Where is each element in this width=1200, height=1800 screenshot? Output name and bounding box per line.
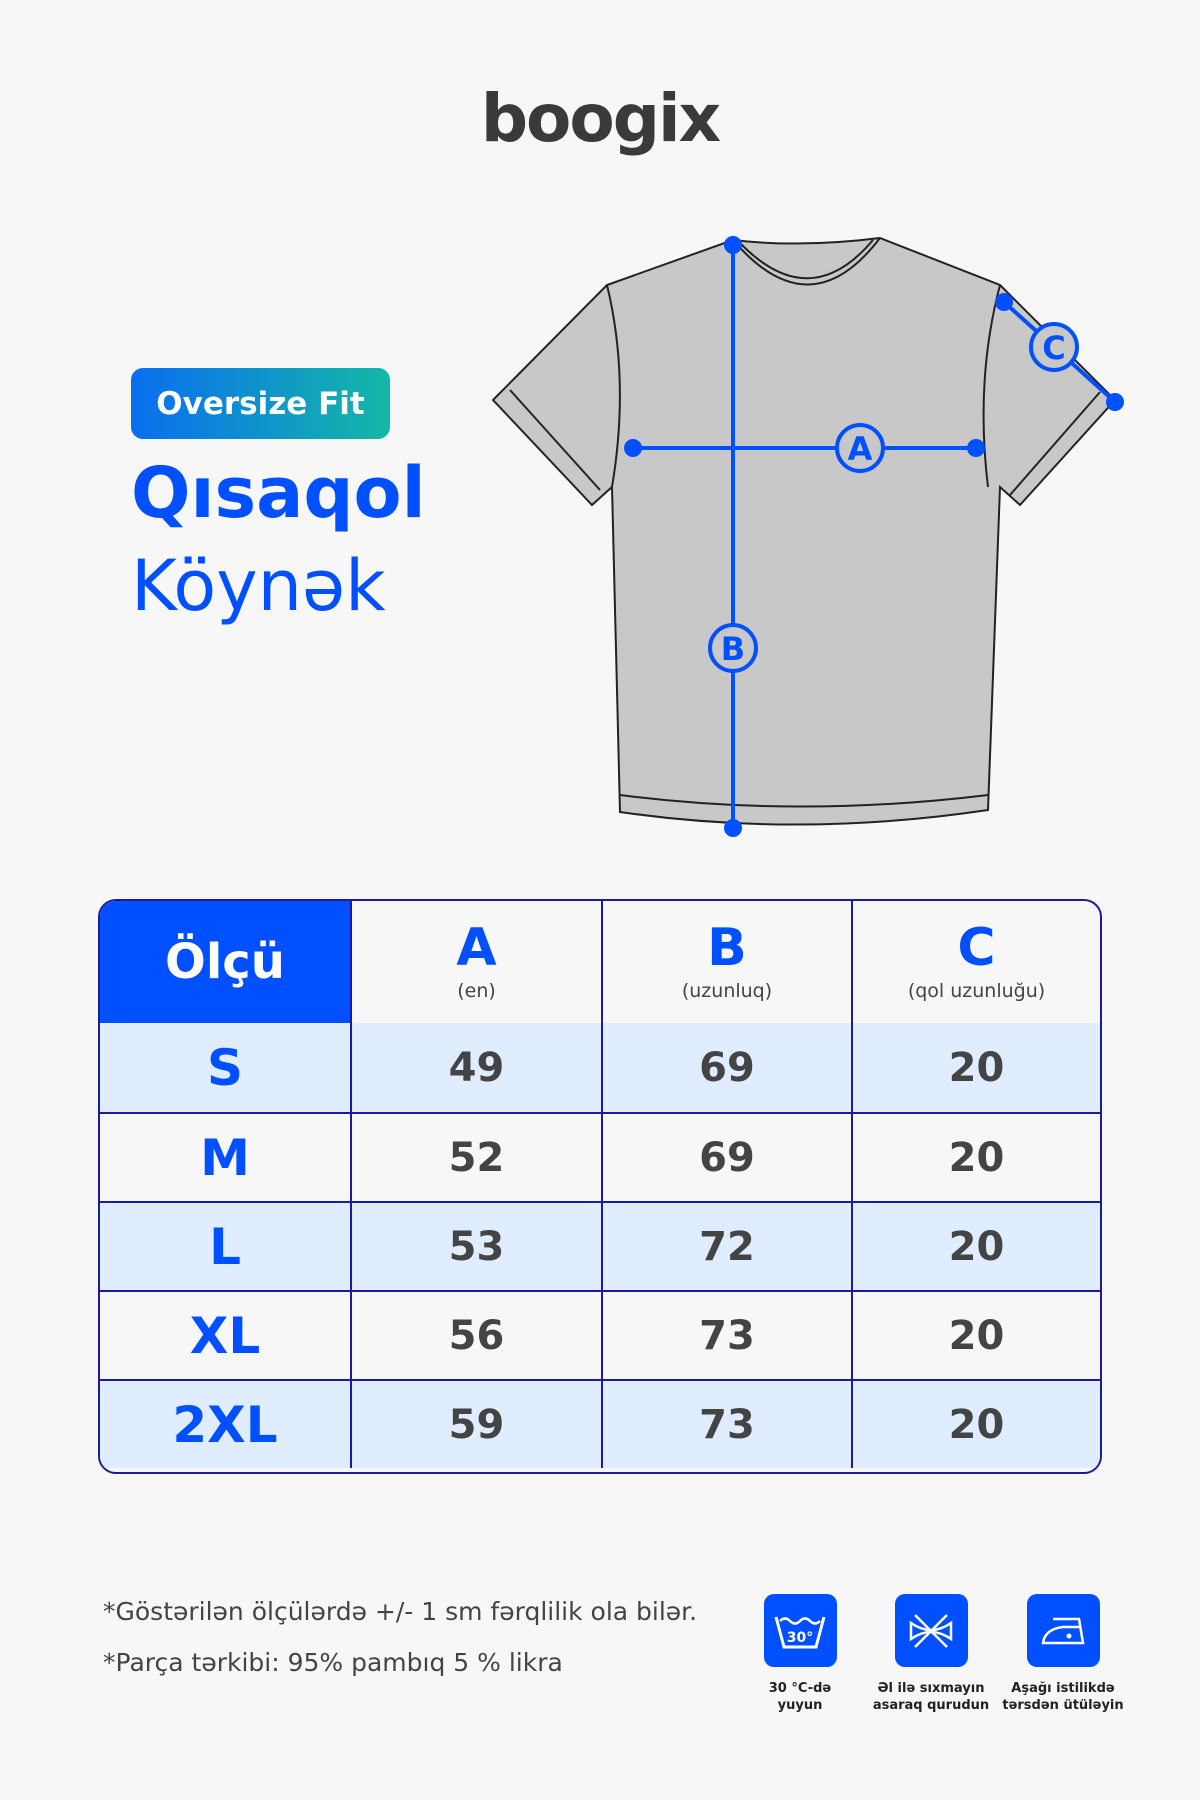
column-letter: A <box>456 918 497 978</box>
a-cell: 53 <box>350 1203 601 1290</box>
a-cell: 49 <box>350 1023 601 1112</box>
b-cell-value: 72 <box>699 1223 755 1270</box>
label-a: A <box>848 430 873 468</box>
care-label: asaraq qurudun <box>872 1697 990 1713</box>
fit-badge: Oversize Fit <box>131 368 390 439</box>
care-wash: 30° 30 °C-də yuyun <box>735 1594 865 1715</box>
size-cell-value: XL <box>189 1306 261 1365</box>
size-header: Ölçü <box>100 901 350 1023</box>
b-cell-value: 73 <box>699 1401 755 1448</box>
column-c-header: C (qol uzunluğu) <box>851 901 1100 1023</box>
no-wring-icon <box>894 1594 968 1667</box>
table-row: M 52 69 20 <box>100 1112 1100 1201</box>
care-label: tərsdən ütüləyin <box>1002 1697 1124 1713</box>
tshirt-body <box>491 236 1117 826</box>
column-sub: (en) <box>457 980 496 1002</box>
size-cell: S <box>100 1023 350 1112</box>
tshirt-diagram: A B C <box>491 236 1124 837</box>
product-title-line2: Köynək <box>131 545 386 627</box>
care-label: yuyun <box>777 1697 823 1713</box>
table-row: XL 56 73 20 <box>100 1290 1100 1379</box>
size-cell-value: L <box>209 1217 241 1276</box>
column-sub: (uzunluq) <box>681 980 773 1002</box>
c-cell: 20 <box>851 1114 1100 1201</box>
column-letter: C <box>957 918 996 978</box>
note-tolerance: *Göstərilən ölçülərdə +/- 1 sm fərqlilik… <box>103 1597 698 1626</box>
b-cell: 73 <box>601 1292 851 1379</box>
table-header: Ölçü A (en) B (uzunluq) C (qol uzunluğu) <box>100 901 1100 1023</box>
table-row: S 49 69 20 <box>100 1023 1100 1112</box>
column-sub: (qol uzunluğu) <box>907 980 1046 1002</box>
wash-30-icon: 30° <box>763 1594 837 1667</box>
column-a-header: A (en) <box>350 901 601 1023</box>
c-cell-value: 20 <box>948 1223 1005 1270</box>
care-label: Aşağı istilikdə <box>1011 1681 1115 1696</box>
size-cell: M <box>100 1114 350 1201</box>
table-row: L 53 72 20 <box>100 1201 1100 1290</box>
column-b-header: B (uzunluq) <box>601 901 851 1023</box>
care-wring: Əl ilə sıxmayın asaraq qurudun <box>866 1594 996 1715</box>
wash-temp: 30° <box>787 1630 813 1646</box>
c-cell-value: 20 <box>948 1134 1005 1181</box>
c-cell: 20 <box>851 1381 1100 1468</box>
brand-logo: boogix <box>480 80 721 157</box>
a-cell: 56 <box>350 1292 601 1379</box>
size-cell-value: S <box>206 1038 243 1097</box>
size-cell: XL <box>100 1292 350 1379</box>
b-cell: 69 <box>601 1023 851 1112</box>
column-letter: B <box>707 918 747 978</box>
label-b: B <box>721 630 745 668</box>
b-cell: 69 <box>601 1114 851 1201</box>
product-title-line1: Qısaqol <box>131 452 426 534</box>
care-iron: Aşağı istilikdə tərsdən ütüləyin <box>998 1594 1128 1715</box>
label-c: C <box>1042 329 1065 367</box>
b-cell-value: 73 <box>699 1312 755 1359</box>
c-cell-value: 20 <box>948 1312 1005 1359</box>
c-cell-value: 20 <box>948 1044 1005 1091</box>
note-fabric: *Parça tərkibi: 95% pambıq 5 % likra <box>103 1648 563 1677</box>
size-cell: L <box>100 1203 350 1290</box>
a-cell: 59 <box>350 1381 601 1468</box>
c-cell: 20 <box>851 1292 1100 1379</box>
a-cell-value: 56 <box>448 1312 505 1359</box>
size-cell-value: 2XL <box>172 1395 278 1454</box>
a-cell-value: 52 <box>448 1134 505 1181</box>
c-cell: 20 <box>851 1023 1100 1112</box>
size-cell: 2XL <box>100 1381 350 1468</box>
care-label: 30 °C-də <box>768 1681 832 1696</box>
b-cell-value: 69 <box>699 1134 755 1181</box>
size-cell-value: M <box>200 1128 250 1187</box>
c-cell: 20 <box>851 1203 1100 1290</box>
iron-low-icon <box>1026 1594 1100 1667</box>
a-cell: 52 <box>350 1114 601 1201</box>
c-cell-value: 20 <box>948 1401 1005 1448</box>
b-cell-value: 69 <box>699 1044 755 1091</box>
care-label: Əl ilə sıxmayın <box>877 1681 985 1696</box>
a-cell-value: 53 <box>448 1223 505 1270</box>
a-cell-value: 49 <box>448 1044 505 1091</box>
table-row: 2XL 59 73 20 <box>100 1379 1100 1468</box>
a-cell-value: 59 <box>448 1401 505 1448</box>
b-cell: 72 <box>601 1203 851 1290</box>
b-cell: 73 <box>601 1381 851 1468</box>
size-table: Ölçü A (en) B (uzunluq) C (qol uzunluğu) S 4… <box>98 899 1102 1474</box>
